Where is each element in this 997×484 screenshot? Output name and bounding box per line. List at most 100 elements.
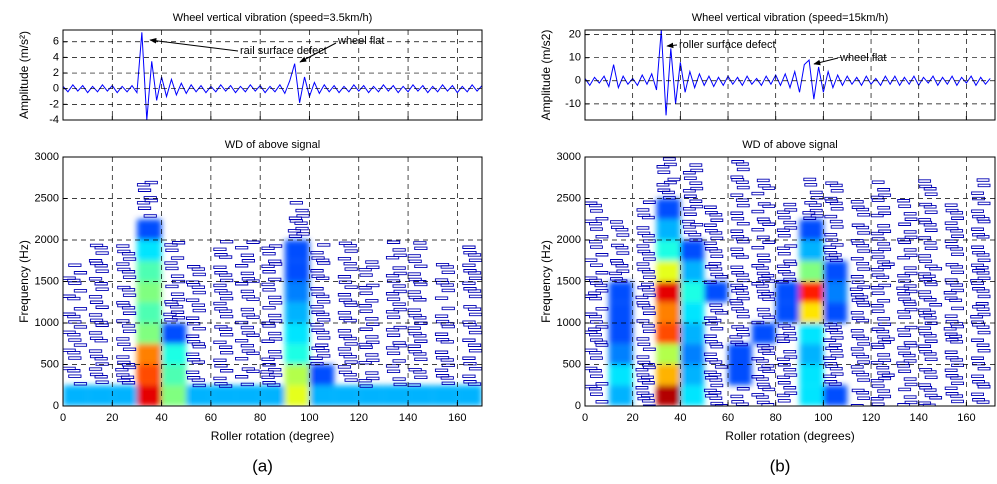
heat-contour [751, 307, 776, 325]
x-tick-label: 60 [205, 412, 217, 424]
heat-contour [730, 301, 750, 319]
heat-contour [116, 347, 137, 367]
caption: (a) [252, 456, 273, 475]
heat-outline [63, 180, 482, 388]
heat-contour [235, 282, 260, 301]
heat-contour [971, 323, 991, 342]
heat-contour [849, 285, 871, 305]
heat-contour [235, 264, 260, 283]
heat-contour [235, 367, 260, 387]
heat-contour [971, 385, 991, 404]
heat-contour [358, 327, 380, 347]
y-tick-label: 2500 [557, 192, 581, 204]
heat-cell [136, 364, 162, 386]
heat-contour [897, 199, 918, 221]
heat-cell [656, 364, 681, 386]
heat-cell [656, 260, 681, 282]
heat-cell [284, 240, 310, 261]
heat-contour [703, 205, 724, 222]
heat-contour [88, 349, 109, 366]
heat-contour [186, 370, 206, 388]
heat-cell [608, 281, 633, 303]
heat-contour [309, 343, 331, 366]
heat-contour [310, 243, 331, 263]
heat-contour [585, 384, 609, 404]
heat-cell [432, 385, 458, 406]
heat-cell [656, 343, 681, 365]
heat-contour [261, 306, 283, 325]
heat-cell [656, 385, 681, 406]
x-tick-label: 80 [254, 412, 266, 424]
y-tick-label: 2000 [557, 234, 581, 246]
heat-contour [776, 349, 798, 367]
heat-contour [287, 219, 310, 238]
heat-cell [704, 281, 729, 303]
heat-contour [585, 343, 609, 360]
heat-contour [870, 242, 892, 259]
heat-contour [870, 327, 895, 347]
heat-contour [260, 367, 283, 387]
heat-cell [136, 219, 162, 240]
heat-contour [703, 223, 724, 241]
heat-contour [585, 263, 609, 283]
heat-contour [337, 261, 358, 284]
heat-contour [635, 365, 656, 385]
heat-contour [850, 261, 871, 284]
heat-contour [943, 281, 964, 303]
y-tick-label: 2500 [35, 192, 59, 204]
heat-cell [608, 302, 633, 323]
heat-contour [776, 386, 798, 403]
heat-contour [730, 221, 750, 241]
heat-cell [383, 385, 409, 406]
heat-cell [334, 385, 359, 406]
heat-contour [88, 323, 109, 343]
heat-contour [116, 285, 137, 305]
heat-contour [850, 365, 871, 382]
heat-cell [799, 343, 824, 365]
heat-cell [136, 343, 162, 365]
heat-contour [636, 262, 656, 279]
heat-contour [235, 343, 260, 361]
heat-cell [680, 281, 705, 303]
heat-contour [310, 287, 331, 304]
y-tick-label: -10 [565, 98, 581, 110]
heat-cell [799, 302, 824, 323]
x-tick-label: 140 [399, 412, 417, 424]
signal-line [585, 30, 991, 116]
heat-contour [823, 364, 844, 386]
heat-contour [407, 282, 428, 302]
heat-contour [751, 282, 776, 301]
heat-cell [284, 323, 310, 344]
x-tick-label: 160 [448, 412, 466, 424]
annotation: roller surface defect [679, 39, 776, 51]
heat-contour [213, 239, 234, 259]
heat-contour [585, 325, 609, 345]
heat-contour [213, 325, 234, 345]
heat-contour [310, 305, 331, 322]
heat-contour [850, 347, 871, 364]
heat-contour [682, 199, 704, 216]
heat-contour [636, 200, 656, 220]
y-tick-label: 0 [575, 75, 581, 87]
heat-contour [434, 350, 455, 368]
heat-contour [261, 262, 283, 282]
heat-contour [385, 302, 407, 319]
heat-contour [63, 281, 88, 301]
heat-contour [462, 323, 482, 342]
heat-contour [358, 371, 380, 388]
heat-cell [284, 385, 310, 406]
heat-contour [462, 343, 482, 366]
heat-contour [823, 243, 844, 263]
heat-contour [407, 344, 428, 362]
heat-contour [944, 368, 964, 386]
heat-cell [161, 385, 187, 406]
heat-contour [358, 345, 380, 365]
heat-contour [897, 240, 918, 260]
heat-contour [63, 343, 88, 360]
heat-contour [385, 266, 407, 283]
heat-contour [407, 308, 428, 325]
heat-contour [943, 324, 964, 344]
heat-contour [585, 201, 609, 221]
x-tick-label: 160 [957, 412, 975, 424]
